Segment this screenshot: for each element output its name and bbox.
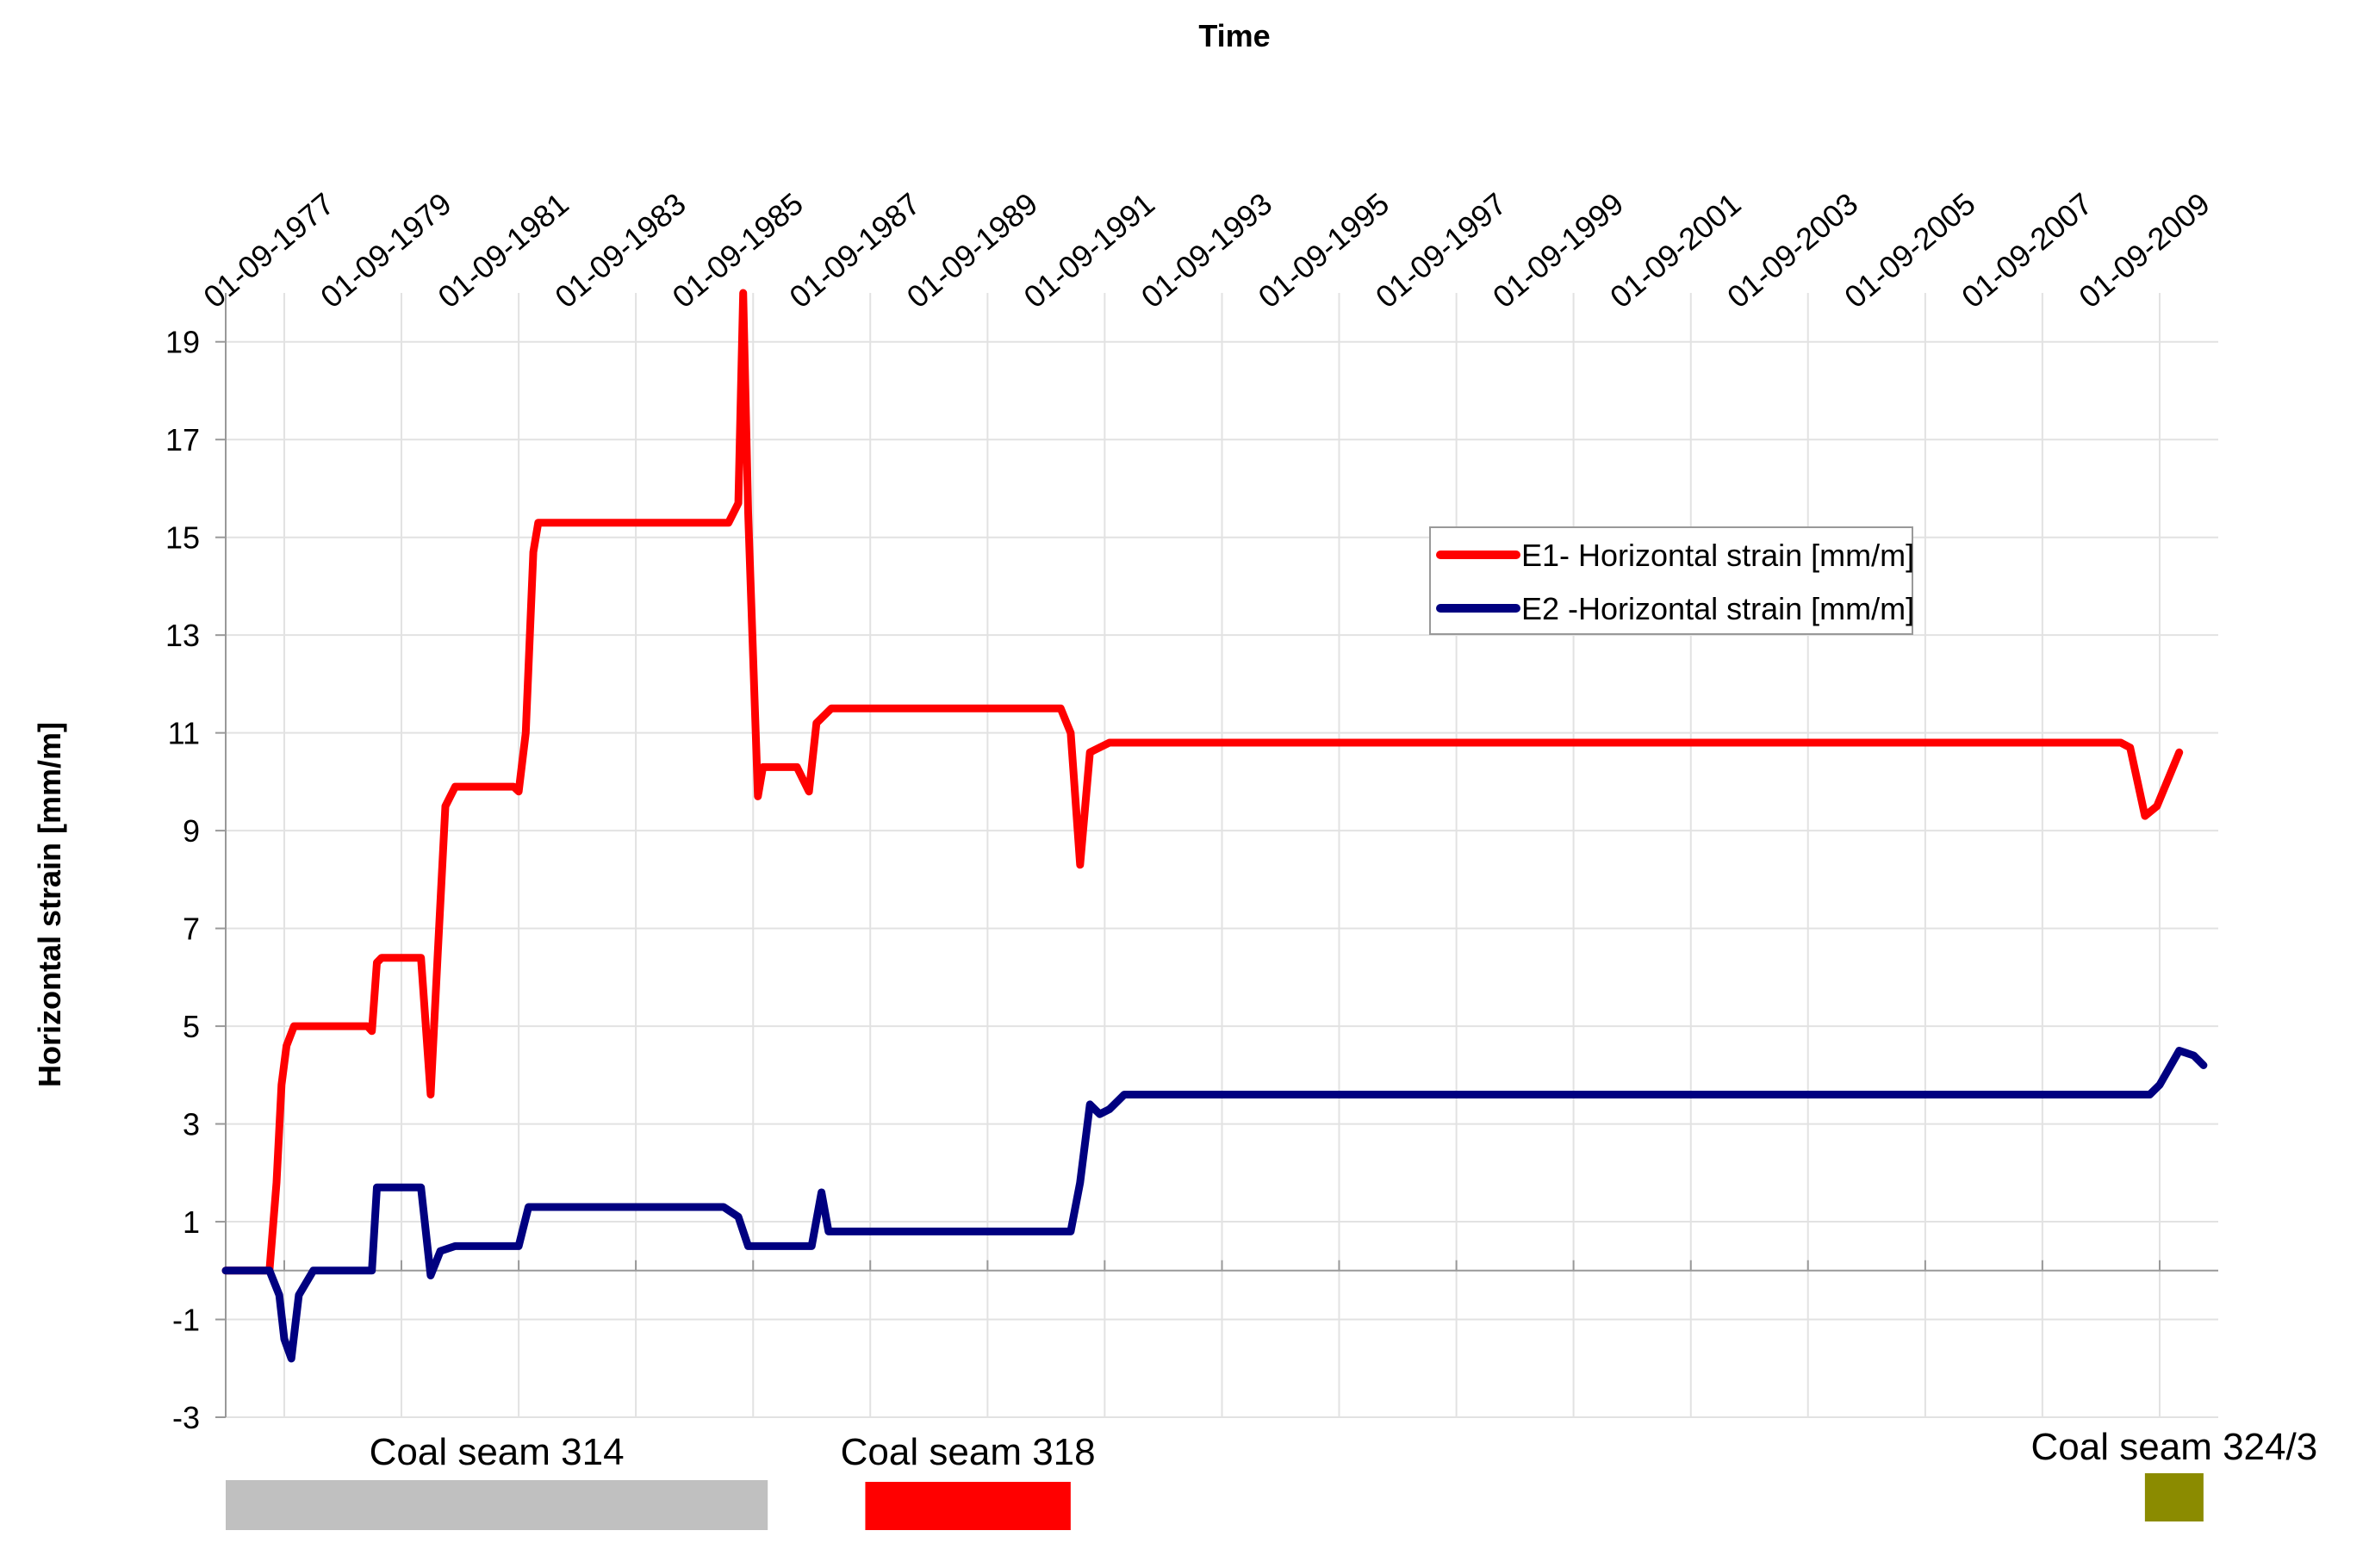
series-line-e1	[221, 289, 2184, 1275]
axes	[215, 293, 2218, 1418]
y-axis-title: Horizontal strain [mm/m]	[32, 722, 67, 1087]
x-tick-label: 01-09-1999	[1486, 186, 1630, 315]
grid-lines	[226, 293, 2218, 1418]
coal-seam-label: Coal seam 324/3	[2031, 1426, 2318, 1468]
series-lines	[221, 289, 2208, 1363]
series-line-e2	[221, 1047, 2208, 1363]
coal-seam-bar	[865, 1482, 1071, 1530]
legend: E1- Horizontal strain [mm/m] E2 -Horizon…	[1429, 526, 1914, 635]
x-tick-label: 01-09-1983	[548, 186, 692, 315]
x-tick-label: 01-09-1991	[1017, 186, 1161, 315]
y-tick-label: -1	[172, 1303, 200, 1338]
coal-seam-bar	[2144, 1473, 2204, 1521]
coal-seam-label: Coal seam 318	[841, 1431, 1096, 1473]
x-tick-labels: 01-09-197701-09-197901-09-198101-09-1983…	[196, 186, 2216, 315]
x-tick-label: 01-09-2003	[1720, 186, 1864, 315]
y-tick-label: -3	[172, 1400, 200, 1435]
coal-seam-label: Coal seam 314	[370, 1431, 625, 1473]
coal-seams: Coal seam 314 Coal seam 318 Coal seam 324/…	[226, 1426, 2317, 1530]
y-tick-label: 15	[165, 520, 200, 556]
x-tick-label: 01-09-1995	[1252, 186, 1396, 315]
x-axis-title: Time	[1198, 18, 1270, 53]
x-tick-label: 01-09-1979	[314, 186, 457, 315]
y-tick-label: 9	[183, 813, 200, 849]
y-tick-label: 5	[183, 1009, 200, 1044]
y-tick-label: 17	[165, 422, 200, 457]
x-tick-label: 01-09-2009	[2072, 186, 2216, 315]
y-tick-label: 13	[165, 618, 200, 653]
y-tick-label: 19	[165, 325, 200, 360]
coal-seam-bar	[226, 1480, 768, 1530]
x-tick-label: 01-09-1987	[782, 186, 926, 315]
y-tick-label: 1	[183, 1204, 200, 1240]
y-tick-label: 11	[168, 716, 200, 751]
x-tick-label: 01-09-2007	[1955, 186, 2099, 315]
y-tick-label: 3	[183, 1107, 200, 1142]
y-tick-label: 7	[183, 912, 200, 947]
legend-box	[1429, 526, 1913, 635]
legend-label-e1: E1- Horizontal strain [mm/m]	[1521, 538, 1914, 573]
legend-label-e2: E2 -Horizontal strain [mm/m]	[1521, 591, 1914, 626]
